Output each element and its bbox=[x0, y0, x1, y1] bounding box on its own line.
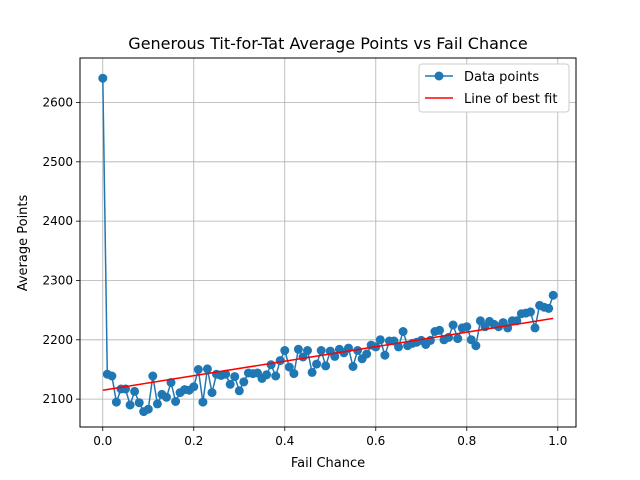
data-point bbox=[453, 334, 463, 344]
x-tick-label: 0.6 bbox=[366, 434, 385, 448]
data-point bbox=[130, 386, 140, 396]
data-point bbox=[107, 371, 117, 381]
x-tick-label: 0.8 bbox=[457, 434, 476, 448]
x-axis-ticks: 0.0 0.2 0.4 0.6 0.8 1.0 bbox=[93, 427, 567, 448]
data-point bbox=[262, 370, 272, 380]
legend-points-marker-swatch bbox=[434, 71, 444, 81]
data-point bbox=[312, 359, 322, 369]
data-point bbox=[221, 369, 231, 379]
data-point bbox=[348, 362, 358, 371]
y-tick-label: 2500 bbox=[42, 155, 73, 169]
y-tick-label: 2400 bbox=[42, 214, 73, 228]
data-point bbox=[435, 325, 444, 335]
points-layer bbox=[98, 73, 558, 417]
y-axis-ticks: 2100 2200 2300 2400 2500 2600 bbox=[42, 95, 80, 406]
y-axis-label: Average Points bbox=[16, 194, 31, 291]
data-point bbox=[230, 372, 240, 382]
data-point bbox=[148, 371, 158, 381]
x-tick-label: 1.0 bbox=[548, 434, 567, 448]
data-point bbox=[275, 356, 285, 366]
data-point bbox=[239, 377, 249, 387]
data-point bbox=[152, 399, 162, 409]
data-point bbox=[512, 316, 522, 326]
data-point bbox=[380, 350, 390, 360]
x-axis-label: Fail Chance bbox=[291, 456, 365, 471]
data-point bbox=[544, 303, 554, 313]
data-point bbox=[193, 365, 203, 374]
data-point bbox=[530, 323, 540, 333]
data-point bbox=[362, 349, 372, 359]
data-points-line bbox=[102, 78, 554, 413]
data-point bbox=[289, 369, 299, 379]
data-point bbox=[198, 397, 208, 407]
x-tick-label: 0.2 bbox=[184, 434, 203, 448]
x-tick-label: 0.4 bbox=[275, 434, 294, 448]
data-point bbox=[316, 346, 326, 355]
data-point bbox=[280, 346, 290, 355]
data-point bbox=[303, 346, 312, 355]
data-point bbox=[171, 397, 181, 406]
legend-box bbox=[418, 63, 570, 113]
data-point bbox=[98, 73, 108, 83]
x-tick-label: 0.0 bbox=[93, 434, 112, 448]
data-point bbox=[448, 320, 458, 330]
data-point bbox=[207, 388, 217, 398]
data-point bbox=[234, 386, 244, 396]
data-point bbox=[375, 335, 385, 345]
legend-label-data-points: Data points bbox=[464, 70, 539, 85]
data-point bbox=[134, 398, 144, 408]
data-point bbox=[189, 382, 199, 392]
data-point bbox=[225, 379, 235, 389]
data-point bbox=[284, 362, 294, 372]
data-point bbox=[394, 342, 403, 352]
data-point bbox=[462, 322, 472, 332]
data-point bbox=[202, 364, 212, 374]
data-point bbox=[293, 344, 303, 354]
data-point bbox=[143, 404, 153, 414]
grid bbox=[80, 58, 576, 427]
data-point bbox=[111, 397, 121, 407]
y-tick-label: 2100 bbox=[42, 392, 73, 406]
data-point bbox=[548, 290, 558, 300]
legend-label-fit: Line of best fit bbox=[464, 92, 557, 107]
y-tick-label: 2600 bbox=[42, 95, 73, 109]
legend: Data points Line of best fit bbox=[418, 63, 570, 113]
data-point bbox=[471, 341, 481, 351]
y-tick-label: 2200 bbox=[42, 333, 73, 347]
data-point bbox=[125, 400, 135, 410]
data-point bbox=[266, 360, 276, 370]
data-point bbox=[162, 392, 171, 402]
plot-frame bbox=[79, 57, 577, 428]
chart-title: Generous Tit-for-Tat Average Points vs F… bbox=[128, 34, 527, 53]
data-point bbox=[353, 346, 363, 355]
y-tick-label: 2300 bbox=[42, 273, 73, 287]
data-point bbox=[526, 307, 535, 317]
best-fit-line bbox=[102, 317, 554, 391]
data-point bbox=[271, 371, 281, 381]
data-point bbox=[321, 361, 331, 371]
data-point bbox=[398, 327, 408, 336]
data-point bbox=[307, 367, 317, 377]
